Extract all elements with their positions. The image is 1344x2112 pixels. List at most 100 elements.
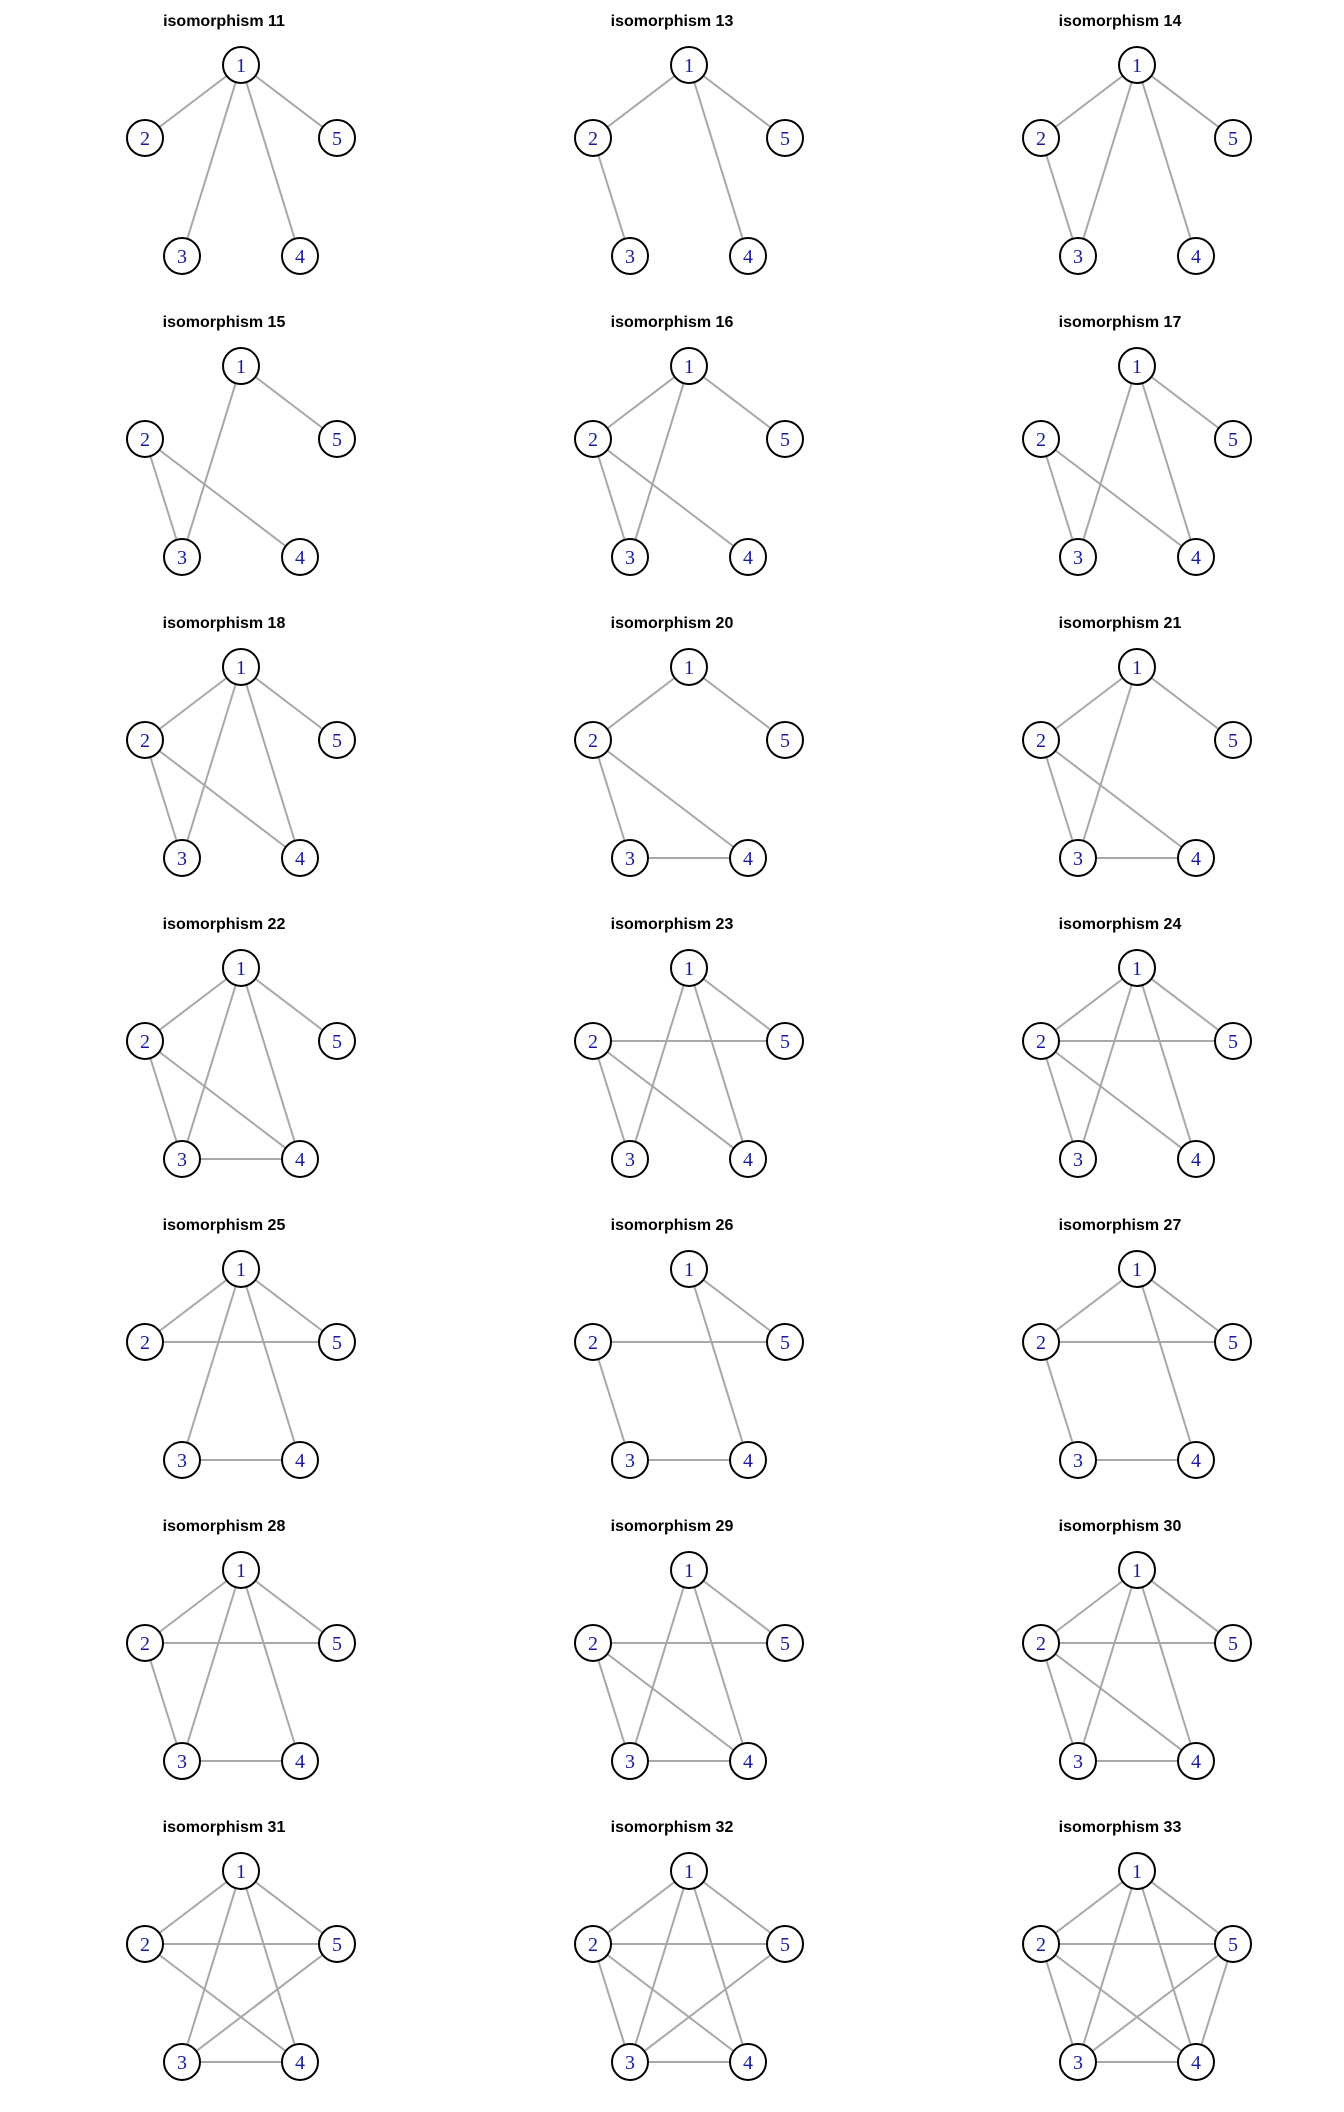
node-3: 3 — [1059, 538, 1097, 576]
node-5: 5 — [318, 119, 356, 157]
graph-panel: isomorphism 30 1 2 3 4 5 — [896, 1504, 1344, 1805]
node-4: 4 — [281, 1140, 319, 1178]
node-label: 5 — [332, 128, 342, 150]
node-2: 2 — [126, 1323, 164, 1361]
edge-2-3 — [144, 1642, 183, 1762]
node-3: 3 — [163, 1441, 201, 1479]
graph-panel: isomorphism 13 1 2 3 4 5 — [448, 0, 896, 300]
panel-title: isomorphism 15 — [162, 314, 286, 331]
node-label: 4 — [295, 547, 305, 569]
node-label: 3 — [1073, 246, 1083, 268]
panel-title: isomorphism 22 — [162, 916, 286, 933]
edge-1-3 — [1077, 1569, 1138, 1762]
node-4: 4 — [729, 1140, 767, 1178]
edge-1-2 — [1040, 1268, 1138, 1343]
node-circle — [574, 1022, 612, 1060]
node-label: 1 — [684, 958, 694, 980]
node-circle — [729, 538, 767, 576]
node-circle — [163, 839, 201, 877]
node-circle — [222, 1551, 260, 1589]
node-circle — [766, 1624, 804, 1662]
node-label: 5 — [1228, 1934, 1238, 1956]
node-circle — [1214, 1323, 1252, 1361]
node-label: 1 — [1132, 356, 1142, 378]
node-circle — [222, 347, 260, 385]
graph-panel: isomorphism 16 1 2 3 4 5 — [448, 300, 896, 601]
node-circle — [1022, 1925, 1060, 1963]
edge-1-4 — [1136, 1268, 1197, 1461]
edge-1-3 — [1077, 365, 1138, 558]
node-2: 2 — [1022, 1624, 1060, 1662]
node-circle — [574, 119, 612, 157]
graph-panel: isomorphism 25 1 2 3 4 5 — [0, 1203, 448, 1504]
node-circle — [1177, 237, 1215, 275]
node-circle — [163, 1742, 201, 1780]
edge-2-3 — [592, 739, 631, 859]
node-3: 3 — [611, 839, 649, 877]
node-circle — [222, 648, 260, 686]
node-1: 1 — [1118, 1250, 1156, 1288]
node-3: 3 — [1059, 839, 1097, 877]
edge-1-5 — [1136, 967, 1234, 1042]
node-4: 4 — [281, 237, 319, 275]
node-circle — [126, 1925, 164, 1963]
node-3: 3 — [163, 2043, 201, 2081]
node-3: 3 — [163, 237, 201, 275]
node-label: 4 — [295, 848, 305, 870]
edge-1-4 — [1136, 1569, 1197, 1762]
graph-panel: isomorphism 14 1 2 3 4 5 — [896, 0, 1344, 300]
edge-1-4 — [240, 64, 301, 257]
node-1: 1 — [670, 1250, 708, 1288]
node-circle — [163, 237, 201, 275]
edge-1-4 — [688, 1870, 749, 2063]
graph-panel: isomorphism 21 1 2 3 4 5 — [896, 601, 1344, 902]
node-circle — [163, 1441, 201, 1479]
node-circle — [126, 1624, 164, 1662]
node-2: 2 — [126, 1624, 164, 1662]
panel-title: isomorphism 27 — [1058, 1217, 1182, 1234]
node-circle — [574, 420, 612, 458]
node-2: 2 — [126, 420, 164, 458]
node-2: 2 — [126, 1022, 164, 1060]
edge-1-3 — [629, 967, 690, 1160]
edge-1-5 — [1136, 1268, 1234, 1343]
node-circle — [1059, 2043, 1097, 2081]
node-4: 4 — [1177, 1742, 1215, 1780]
graph-panel: isomorphism 29 1 2 3 4 5 — [448, 1504, 896, 1805]
panel-title: isomorphism 14 — [1058, 13, 1182, 30]
node-4: 4 — [729, 2043, 767, 2081]
node-label: 1 — [1132, 1560, 1142, 1582]
node-label: 3 — [177, 2052, 187, 2074]
node-1: 1 — [222, 648, 260, 686]
node-label: 4 — [743, 2052, 753, 2074]
node-label: 2 — [588, 128, 598, 150]
node-label: 3 — [1073, 1751, 1083, 1773]
edge-1-2 — [144, 1870, 242, 1945]
node-label: 5 — [1228, 1031, 1238, 1053]
node-4: 4 — [281, 538, 319, 576]
edge-1-3 — [181, 1569, 242, 1762]
panel-title: isomorphism 13 — [610, 13, 734, 30]
edge-2-4 — [592, 1642, 749, 1762]
graph-svg: 1 2 3 4 5 — [126, 347, 356, 576]
node-label: 3 — [177, 1450, 187, 1472]
node-label: 2 — [140, 1332, 150, 1354]
graph-panel: isomorphism 20 1 2 3 4 5 — [448, 601, 896, 902]
edge-1-4 — [688, 64, 749, 257]
edge-1-2 — [1040, 666, 1138, 741]
node-circle — [611, 839, 649, 877]
node-2: 2 — [1022, 1323, 1060, 1361]
edge-2-4 — [592, 1943, 749, 2063]
node-circle — [318, 420, 356, 458]
node-circle — [1177, 1742, 1215, 1780]
node-3: 3 — [611, 538, 649, 576]
node-label: 1 — [236, 1861, 246, 1883]
node-label: 4 — [1191, 1450, 1201, 1472]
node-4: 4 — [281, 1742, 319, 1780]
node-5: 5 — [766, 119, 804, 157]
node-label: 3 — [1073, 848, 1083, 870]
graph-svg: 1 2 3 4 5 — [574, 347, 804, 576]
edge-3-5 — [1077, 1943, 1234, 2063]
graph-svg: 1 2 3 4 5 — [1022, 347, 1252, 576]
